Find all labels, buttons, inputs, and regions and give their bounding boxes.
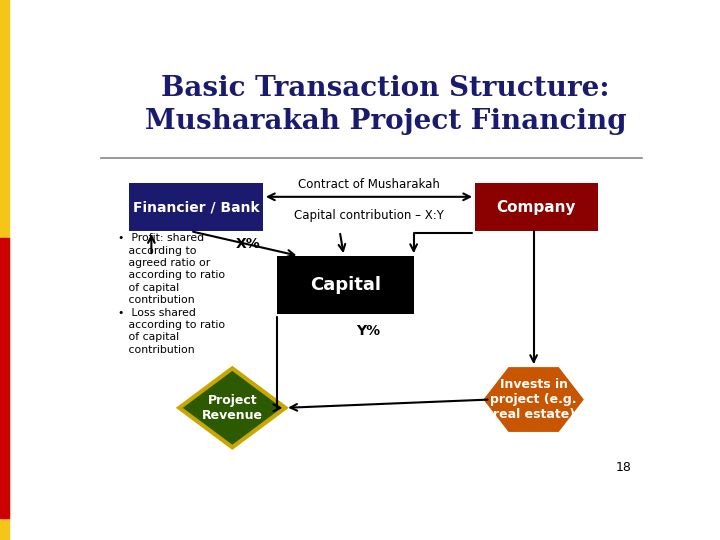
Text: •  Profit: shared
   according to
   agreed ratio or
   according to ratio
   of: • Profit: shared according to agreed rat… (118, 233, 225, 355)
FancyBboxPatch shape (277, 256, 414, 314)
Text: Y%: Y% (356, 324, 381, 338)
Text: Musharakah Project Financing: Musharakah Project Financing (145, 109, 626, 136)
Text: Invests in
project (e.g.
real estate): Invests in project (e.g. real estate) (490, 378, 577, 421)
FancyBboxPatch shape (475, 183, 598, 231)
Polygon shape (179, 368, 285, 447)
Text: Company: Company (497, 200, 576, 215)
Text: Basic Transaction Structure:: Basic Transaction Structure: (161, 75, 610, 102)
Text: Financier / Bank: Financier / Bank (132, 200, 259, 214)
Text: 18: 18 (616, 461, 631, 474)
Text: Capital: Capital (310, 276, 381, 294)
Text: X%: X% (235, 237, 260, 251)
Polygon shape (483, 367, 584, 432)
Text: Contract of Musharakah: Contract of Musharakah (298, 178, 440, 191)
Text: Project
Revenue: Project Revenue (202, 394, 263, 422)
FancyBboxPatch shape (129, 183, 263, 231)
Text: Capital contribution – X:Y: Capital contribution – X:Y (294, 209, 444, 222)
